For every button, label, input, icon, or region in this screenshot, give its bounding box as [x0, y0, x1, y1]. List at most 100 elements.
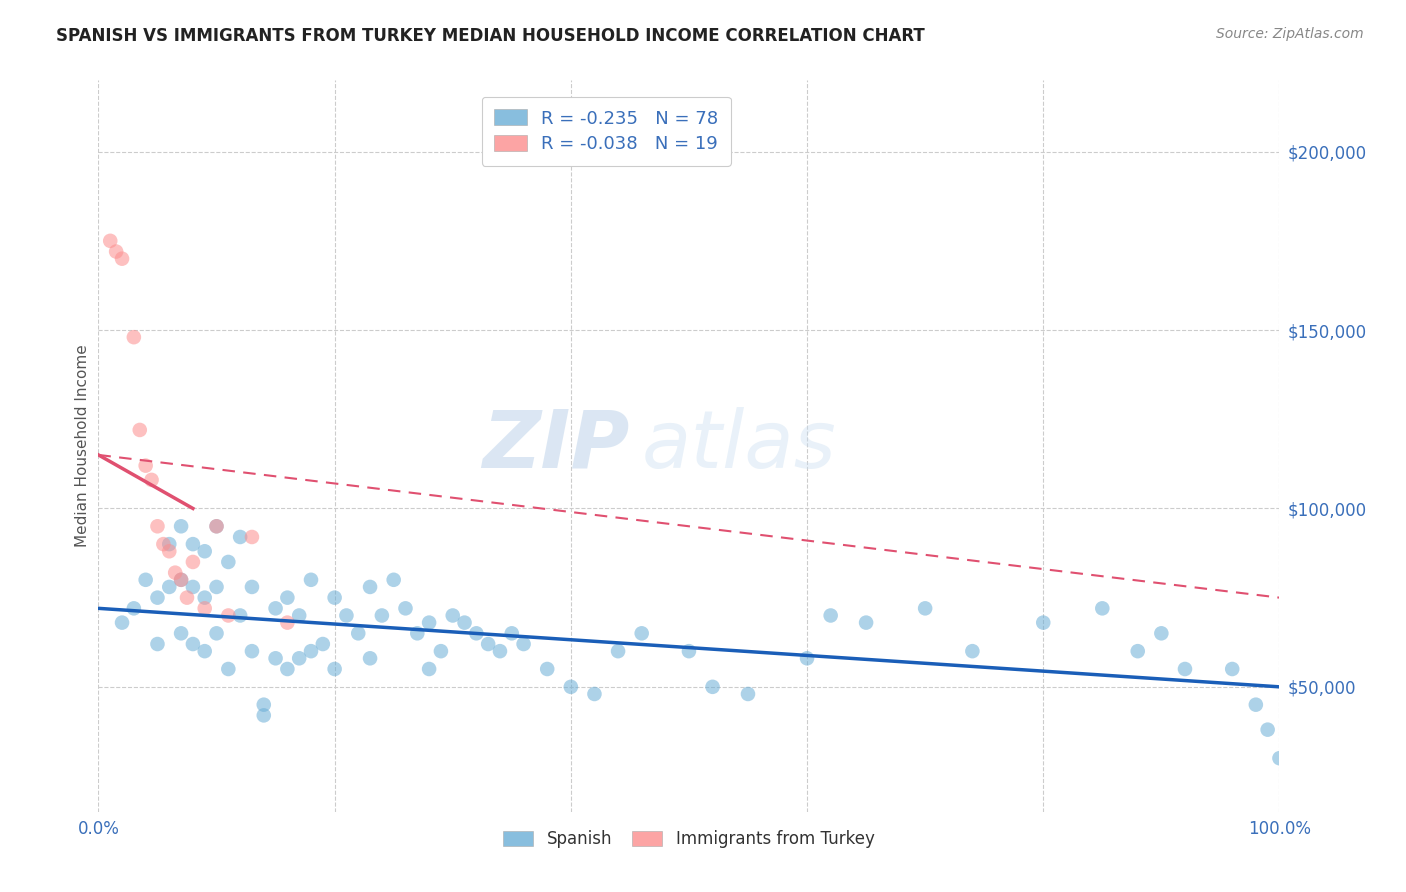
Text: Source: ZipAtlas.com: Source: ZipAtlas.com — [1216, 27, 1364, 41]
Spanish — [501, 626, 523, 640]
Spanish — [229, 530, 252, 544]
Spanish — [299, 573, 322, 587]
Spanish — [181, 637, 204, 651]
Spanish — [1257, 723, 1279, 737]
Spanish — [157, 580, 180, 594]
Spanish — [181, 537, 204, 551]
Text: atlas: atlas — [641, 407, 837, 485]
Spanish — [418, 662, 440, 676]
Spanish — [299, 644, 322, 658]
Spanish — [406, 626, 429, 640]
Spanish — [288, 608, 311, 623]
Spanish — [194, 644, 217, 658]
Spanish — [122, 601, 145, 615]
Spanish — [111, 615, 134, 630]
Spanish — [217, 662, 239, 676]
Immigrants from Turkey — [181, 555, 204, 569]
Spanish — [702, 680, 724, 694]
Spanish — [1244, 698, 1267, 712]
Spanish — [323, 662, 346, 676]
Spanish — [441, 608, 464, 623]
Spanish — [335, 608, 357, 623]
Spanish — [1126, 644, 1149, 658]
Text: ZIP: ZIP — [482, 407, 630, 485]
Spanish — [465, 626, 488, 640]
Spanish — [1174, 662, 1197, 676]
Spanish — [157, 537, 180, 551]
Spanish — [430, 644, 453, 658]
Spanish — [560, 680, 582, 694]
Spanish — [914, 601, 936, 615]
Spanish — [607, 644, 630, 658]
Spanish — [678, 644, 700, 658]
Spanish — [512, 637, 534, 651]
Immigrants from Turkey — [276, 615, 298, 630]
Spanish — [181, 580, 204, 594]
Spanish — [371, 608, 394, 623]
Spanish — [264, 651, 287, 665]
Immigrants from Turkey — [217, 608, 239, 623]
Immigrants from Turkey — [98, 234, 121, 248]
Spanish — [796, 651, 818, 665]
Spanish — [962, 644, 984, 658]
Spanish — [418, 615, 440, 630]
Spanish — [477, 637, 499, 651]
Spanish — [820, 608, 842, 623]
Text: SPANISH VS IMMIGRANTS FROM TURKEY MEDIAN HOUSEHOLD INCOME CORRELATION CHART: SPANISH VS IMMIGRANTS FROM TURKEY MEDIAN… — [56, 27, 925, 45]
Spanish — [146, 637, 169, 651]
Spanish — [253, 708, 276, 723]
Immigrants from Turkey — [105, 244, 128, 259]
Spanish — [170, 573, 193, 587]
Spanish — [382, 573, 405, 587]
Spanish — [453, 615, 475, 630]
Immigrants from Turkey — [165, 566, 187, 580]
Spanish — [359, 651, 381, 665]
Spanish — [855, 615, 877, 630]
Spanish — [135, 573, 157, 587]
Y-axis label: Median Household Income: Median Household Income — [75, 344, 90, 548]
Spanish — [194, 544, 217, 558]
Spanish — [536, 662, 558, 676]
Spanish — [489, 644, 512, 658]
Spanish — [394, 601, 416, 615]
Immigrants from Turkey — [157, 544, 180, 558]
Spanish — [1220, 662, 1243, 676]
Immigrants from Turkey — [170, 573, 193, 587]
Spanish — [347, 626, 370, 640]
Immigrants from Turkey — [135, 458, 157, 473]
Immigrants from Turkey — [122, 330, 145, 344]
Spanish — [217, 555, 239, 569]
Spanish — [737, 687, 759, 701]
Spanish — [205, 519, 228, 533]
Immigrants from Turkey — [240, 530, 263, 544]
Spanish — [240, 644, 263, 658]
Spanish — [359, 580, 381, 594]
Spanish — [276, 591, 298, 605]
Immigrants from Turkey — [128, 423, 150, 437]
Immigrants from Turkey — [176, 591, 198, 605]
Spanish — [170, 626, 193, 640]
Spanish — [264, 601, 287, 615]
Spanish — [240, 580, 263, 594]
Spanish — [205, 626, 228, 640]
Immigrants from Turkey — [194, 601, 217, 615]
Spanish — [229, 608, 252, 623]
Spanish — [630, 626, 652, 640]
Spanish — [1268, 751, 1291, 765]
Spanish — [1091, 601, 1114, 615]
Spanish — [323, 591, 346, 605]
Spanish — [1032, 615, 1054, 630]
Spanish — [312, 637, 335, 651]
Spanish — [253, 698, 276, 712]
Spanish — [288, 651, 311, 665]
Immigrants from Turkey — [111, 252, 134, 266]
Immigrants from Turkey — [146, 519, 169, 533]
Spanish — [583, 687, 606, 701]
Spanish — [170, 519, 193, 533]
Spanish — [146, 591, 169, 605]
Legend: Spanish, Immigrants from Turkey: Spanish, Immigrants from Turkey — [494, 821, 884, 858]
Immigrants from Turkey — [141, 473, 163, 487]
Spanish — [194, 591, 217, 605]
Spanish — [205, 580, 228, 594]
Spanish — [276, 662, 298, 676]
